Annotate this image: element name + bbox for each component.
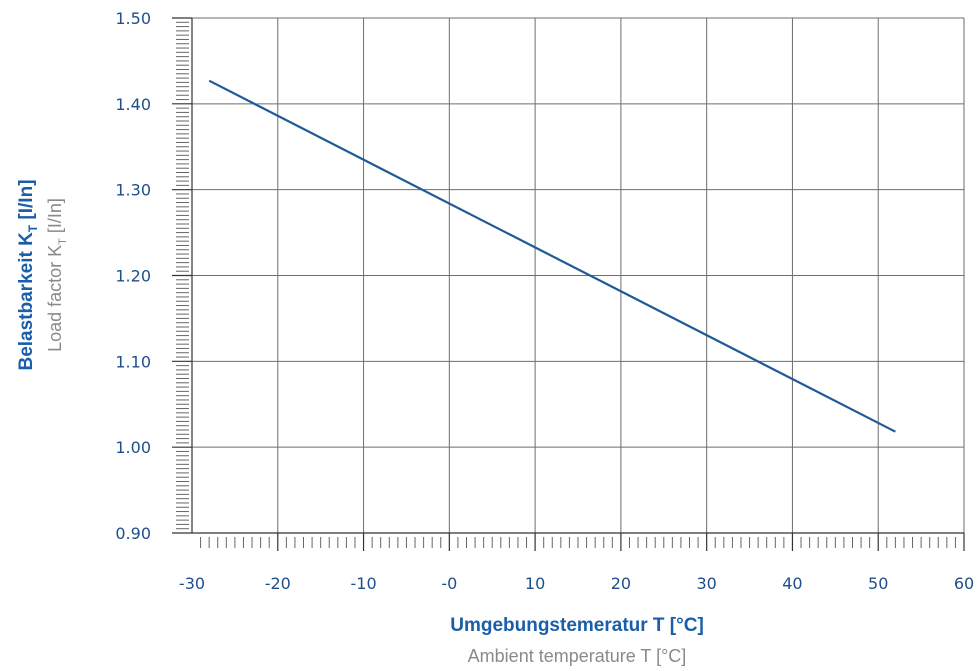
y-tick-label: 1.50 <box>115 9 151 28</box>
y-axis-subtitle-unit: [I/In] <box>45 198 65 238</box>
grid <box>192 17 965 533</box>
y-axis-title: Belastbarkeit KT [I/In] <box>16 179 40 370</box>
series-line <box>208 79 896 433</box>
y-axis-title-group: Belastbarkeit KT [I/In] Load factor KT [… <box>16 179 69 370</box>
y-axis-title-text: Belastbarkeit K <box>16 232 37 371</box>
y-tick-label: 0.90 <box>115 524 151 543</box>
x-tick-label: 50 <box>868 574 888 593</box>
x-tick-label: 40 <box>782 574 802 593</box>
y-tick-label: 1.20 <box>115 267 151 286</box>
x-tick-label: -20 <box>265 574 291 593</box>
x-tick-label: 20 <box>611 574 631 593</box>
x-axis-title: Umgebungstemeratur T [°C] <box>450 615 704 636</box>
tick-labels: -30 -20 -10 -0 10 20 30 40 50 60 0.90 1.00 1.10 1.20 1… <box>115 9 974 593</box>
minor-ticks <box>176 21 956 548</box>
x-axis-subtitle: Ambient temperature T [°C] <box>468 646 687 666</box>
series-group <box>208 79 896 433</box>
y-tick-label: 1.40 <box>115 95 151 114</box>
y-axis-subtitle-subscript: T <box>57 238 69 245</box>
x-tick-label: -10 <box>350 574 376 593</box>
x-tick-label: 30 <box>696 574 716 593</box>
y-axis-subtitle: Load factor KT [I/In] <box>45 198 69 352</box>
y-axis-title-subscript: T <box>26 224 40 232</box>
x-tick-label: 10 <box>525 574 545 593</box>
y-axis-title-unit: [I/In] <box>16 179 37 224</box>
y-tick-label: 1.10 <box>115 352 151 371</box>
x-tick-label: 60 <box>954 574 974 593</box>
axes <box>172 17 965 551</box>
y-tick-label: 1.00 <box>115 438 151 457</box>
x-tick-label: -30 <box>179 574 205 593</box>
y-tick-label: 1.30 <box>115 181 151 200</box>
x-tick-label: -0 <box>441 574 457 593</box>
y-axis-subtitle-text: Load factor K <box>45 245 65 352</box>
